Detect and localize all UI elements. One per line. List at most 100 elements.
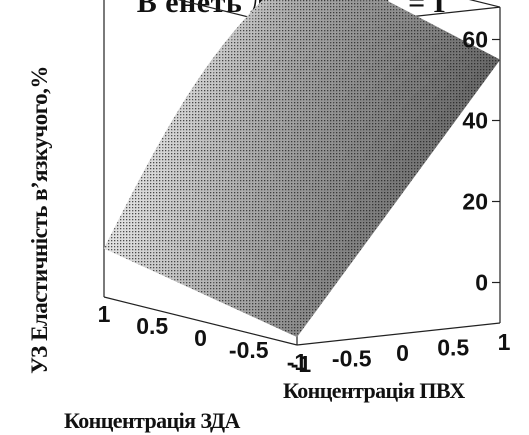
surface-cell-texture [338, 12, 357, 27]
surface-cell-texture [311, 17, 330, 35]
surface-cell-texture [354, 125, 373, 156]
surface-cell-texture [316, 216, 335, 247]
surface-cell-texture [409, 89, 428, 115]
surface-cell-texture [267, 0, 286, 11]
surface-cell-texture [121, 234, 140, 261]
surface-cell-texture [266, 27, 285, 44]
surface-cell-texture [209, 268, 228, 301]
surface-cell-texture [317, 153, 336, 186]
surface-cell-texture [393, 13, 412, 22]
surface-cell-texture [258, 15, 277, 30]
surface-cell-texture [219, 146, 238, 176]
surface-cell-texture [232, 20, 251, 39]
surface-cell-texture [213, 51, 232, 73]
surface-cell-texture [130, 212, 149, 238]
surface-cell-texture [158, 131, 177, 155]
surface-cell-texture [244, 288, 263, 317]
surface-cell-texture [293, 8, 312, 22]
surface-cell-texture [364, 62, 383, 87]
surface-cell-texture [380, 179, 399, 211]
surface-cell-texture [231, 25, 250, 44]
surface-cell-texture [265, 87, 284, 116]
surface-cell-texture [310, 55, 329, 81]
surface-cell-texture [209, 235, 228, 269]
surface-cell-texture [394, 6, 413, 14]
surface-cell-texture [267, 5, 286, 18]
surface-cell-texture [158, 167, 176, 191]
surface-cell-texture [362, 173, 381, 206]
surface-cell-texture [265, 63, 284, 88]
surface-cell-texture [390, 108, 409, 137]
x-axis-label: Концентрація ПВХ [283, 378, 465, 403]
z-tick-label: 0 [475, 270, 488, 296]
surface-cell-texture [280, 259, 299, 288]
surface-cell-texture [427, 94, 446, 120]
surface-cell-texture [185, 120, 204, 145]
surface-cell-texture [174, 251, 193, 285]
surface-cell-texture [186, 79, 205, 104]
surface-cell-texture [200, 230, 219, 264]
surface-cell-texture [266, 43, 284, 64]
surface-cell-texture [248, 41, 267, 59]
surface-cell-texture [288, 318, 307, 337]
surface-cell-texture [384, 13, 403, 22]
surface-cell-texture [374, 37, 392, 56]
surface-cell-texture [429, 27, 448, 34]
surface-cell-texture [167, 126, 186, 151]
surface-cell-texture [289, 239, 308, 270]
surface-cell-texture [393, 9, 412, 17]
surface-cell-texture [253, 265, 272, 295]
surface-cell-texture [196, 59, 215, 83]
surface-cell-texture [255, 137, 274, 169]
surface-cell-texture [355, 71, 374, 97]
surface-cell-texture [417, 104, 436, 132]
surface-cell-texture [230, 43, 249, 63]
surface-cell-texture [374, 23, 393, 38]
surface-cell-texture [308, 202, 327, 234]
surface-cell-texture [353, 187, 372, 219]
surface-cell-texture [200, 263, 219, 297]
surface-cell-texture [271, 250, 290, 280]
surface-cell-texture [222, 37, 241, 58]
surface-cell-texture [356, 17, 375, 32]
zda-tick-label: 0.5 [136, 313, 168, 339]
surface-cell-texture [290, 176, 309, 209]
surface-cell-texture [166, 190, 185, 219]
surface-cell-texture [281, 197, 300, 230]
surface-cell-texture [301, 46, 320, 70]
surface-cell-texture [279, 287, 298, 313]
surface-cell-texture [410, 28, 429, 38]
surface-cell-texture [428, 43, 447, 57]
surface-cell-texture [149, 150, 168, 174]
surface-cell-texture [298, 220, 317, 252]
surface-cell-texture [455, 52, 474, 68]
surface-cell-texture [220, 96, 239, 120]
surface-cell-texture [420, 22, 439, 28]
surface-cell-texture [201, 169, 220, 199]
surface-cell-texture [193, 141, 212, 168]
surface-cell-texture [192, 195, 211, 227]
surface-cell-texture [357, 0, 376, 7]
surface-cell-texture [318, 93, 337, 123]
surface-cell-texture [174, 220, 193, 252]
surface-cell-texture [223, 27, 242, 47]
surface-cell-texture [319, 66, 338, 94]
surface-cell-texture [297, 303, 316, 325]
surface-cell-texture [246, 161, 265, 194]
surface-cell-texture [381, 119, 400, 149]
surface-cell-texture [177, 87, 196, 112]
surface-cell-texture [356, 6, 375, 18]
surface-cell-texture [240, 29, 259, 47]
surface-cell-texture [366, 0, 385, 8]
surface-cell-texture [149, 168, 168, 192]
surface-cell-texture [256, 82, 275, 109]
surface-cell-texture [230, 57, 249, 78]
surface-cell-texture [237, 154, 256, 187]
surface-cell-texture [343, 232, 362, 262]
surface-cell-texture [402, 21, 421, 30]
pvh-tick-label: 1 [498, 329, 511, 355]
surface-cell-texture [446, 46, 465, 60]
surface-cell-texture [420, 27, 439, 36]
surface-cell-texture [311, 4, 330, 18]
surface-cell-texture [218, 207, 237, 241]
